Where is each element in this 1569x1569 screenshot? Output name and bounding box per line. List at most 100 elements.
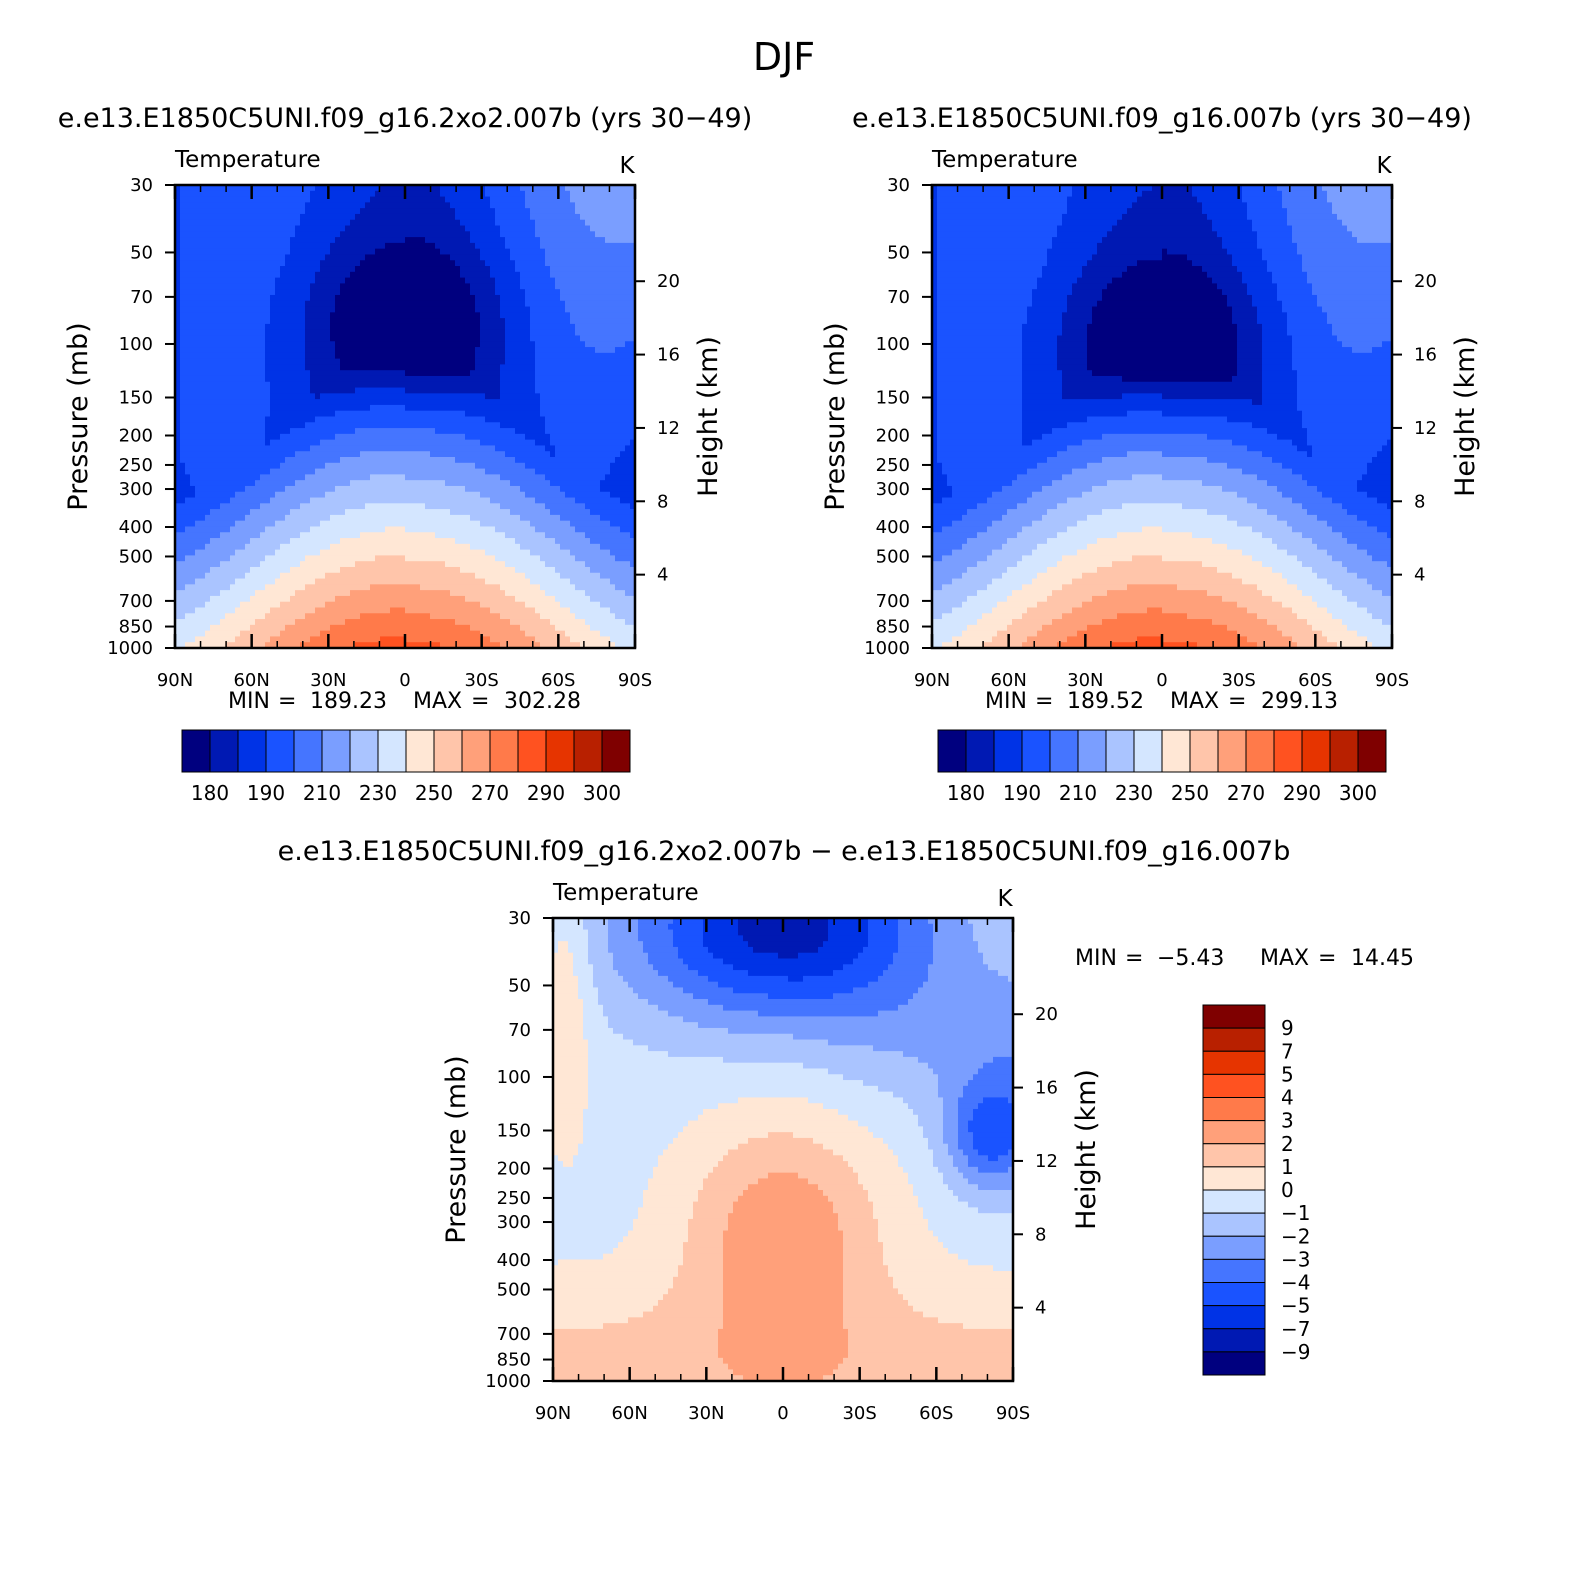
contour-cell: [430, 549, 436, 557]
contour-cell: [245, 352, 251, 360]
contour-cell: [390, 624, 396, 632]
contour-cell: [195, 416, 201, 423]
contour-cell: [295, 283, 301, 290]
contour-cell: [235, 457, 241, 464]
contour-cell: [365, 271, 371, 279]
contour-cell: [485, 277, 491, 285]
contour-cell: [360, 410, 366, 418]
contour-cell: [235, 410, 241, 418]
contour-cell: [205, 323, 211, 331]
contour-cell: [465, 555, 471, 562]
contour-cell: [235, 433, 241, 441]
contour-cell: [410, 393, 416, 400]
contour-cell: [345, 219, 351, 227]
contour-cell: [385, 462, 391, 470]
contour-cell: [345, 277, 351, 285]
contour-cell: [340, 399, 346, 406]
contour-cell: [330, 526, 336, 533]
contour-cell: [415, 375, 421, 383]
contour-cell: [305, 538, 311, 545]
contour-cell: [385, 375, 391, 383]
contour-cell: [360, 642, 366, 649]
contour-cell: [275, 318, 281, 325]
contour-cell: [435, 474, 441, 481]
contour-cell: [370, 445, 376, 452]
contour-cell: [235, 590, 241, 597]
contour-cell: [330, 561, 336, 568]
contour-cell: [380, 457, 386, 464]
contour-cell: [210, 329, 216, 337]
contour-cell: [235, 393, 241, 400]
contour-cell: [300, 213, 306, 221]
contour-cell: [300, 445, 306, 452]
contour-cell: [225, 196, 231, 204]
contour-cell: [295, 584, 301, 591]
contour-cell: [460, 190, 466, 198]
contour-cell: [420, 503, 426, 510]
contour-cell: [455, 607, 461, 614]
contour-cell: [480, 445, 486, 452]
contour-cell: [190, 485, 196, 493]
contour-cell: [280, 306, 286, 314]
contour-cell: [285, 514, 291, 522]
contour-cell: [450, 312, 456, 319]
contour-cell: [245, 399, 251, 406]
contour-cell: [190, 375, 196, 383]
contour-cell: [330, 474, 336, 481]
contour-cell: [375, 485, 381, 493]
contour-cell: [455, 613, 461, 620]
contour-cell: [480, 491, 486, 499]
contour-cell: [355, 300, 361, 308]
contour-cell: [245, 526, 251, 533]
contour-cell: [265, 219, 271, 227]
contour-cell: [305, 358, 311, 366]
contour-cell: [320, 399, 326, 406]
contour-cell: [230, 630, 236, 638]
contour-cell: [375, 636, 381, 643]
contour-cell: [295, 457, 301, 464]
contour-cell: [440, 497, 446, 505]
contour-cell: [315, 231, 321, 238]
contour-cell: [455, 474, 461, 481]
contour-cell: [445, 433, 451, 441]
contour-cell: [335, 248, 341, 256]
contour-cell: [350, 566, 356, 574]
contour-cell: [420, 578, 426, 586]
contour-cell: [395, 213, 401, 221]
contour-cell: [355, 393, 361, 400]
contour-cell: [350, 619, 356, 626]
contour-cell: [260, 491, 266, 499]
contour-cell: [180, 578, 186, 586]
contour-cell: [285, 416, 291, 423]
contour-cell: [300, 294, 306, 302]
contour-cell: [285, 566, 291, 574]
contour-cell: [200, 555, 206, 562]
contour-cell: [175, 393, 181, 400]
contour-cell: [185, 520, 191, 528]
contour-cell: [315, 271, 321, 279]
contour-cell: [320, 538, 326, 545]
contour-cell: [305, 185, 311, 192]
contour-cell: [365, 312, 371, 319]
contour-cell: [280, 358, 286, 366]
contour-cell: [440, 520, 446, 528]
contour-cell: [405, 277, 411, 285]
contour-cell: [325, 457, 331, 464]
contour-cell: [350, 497, 356, 505]
contour-cell: [290, 491, 296, 499]
contour-cell: [440, 335, 446, 342]
contour-cell: [245, 532, 251, 539]
contour-cell: [375, 352, 381, 360]
contour-cell: [195, 312, 201, 319]
contour-cell: [180, 532, 186, 539]
contour-cell: [370, 642, 376, 649]
contour-cell: [315, 439, 321, 447]
contour-cell: [440, 404, 446, 412]
contour-cell: [400, 572, 406, 580]
contour-cell: [215, 219, 221, 227]
contour-cell: [230, 213, 236, 221]
contour-cell: [360, 231, 366, 238]
contour-cell: [250, 312, 256, 319]
contour-cell: [350, 364, 356, 371]
contour-cell: [400, 474, 406, 481]
